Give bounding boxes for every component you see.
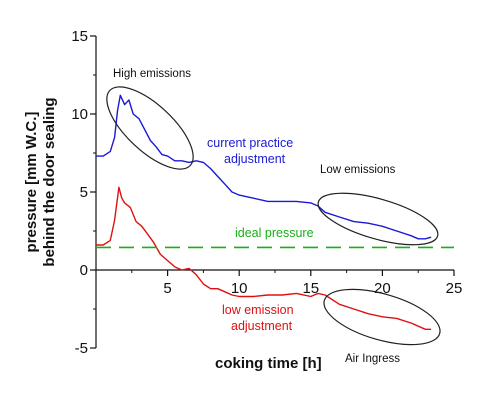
y-axis-title-line2: behind the door sealing	[41, 97, 58, 266]
y-tick-label: -5	[75, 340, 88, 357]
annotation-layer: High emissions current practice adjustme…	[106, 68, 441, 365]
series-line-current-practice	[96, 94, 432, 240]
annotation-low-emission-line2: adjustment	[231, 319, 293, 333]
y-tick-label: 10	[71, 106, 88, 123]
x-tick-label: 5	[163, 280, 171, 297]
annotation-low-emissions: Low emissions	[320, 164, 396, 176]
x-axis-title: coking time [h]	[215, 355, 322, 372]
annotation-ideal-pressure: ideal pressure	[235, 226, 314, 240]
annotation-current-practice-line1: current practice	[207, 136, 293, 150]
y-tick-label: 15	[71, 28, 88, 45]
y-tick-label: 0	[80, 262, 88, 279]
annotation-high-emissions: High emissions	[113, 68, 191, 80]
series-line-low-emission	[96, 186, 432, 330]
annotation-air-ingress: Air Ingress	[345, 353, 400, 365]
y-axis-title-line1: pressure [mm W.C.]	[23, 112, 40, 253]
x-tick-label: 25	[446, 280, 463, 297]
x-tick-label: 15	[302, 280, 319, 297]
y-tick-label: 5	[80, 184, 88, 201]
highlight-ellipse-air-ingress	[323, 288, 441, 346]
series-layer	[96, 94, 454, 330]
highlight-ellipse-low-emissions	[317, 192, 439, 246]
x-tick-label: 10	[231, 280, 248, 297]
y-axis-title: pressure [mm W.C.] behind the door seali…	[23, 97, 58, 266]
annotation-low-emission-line1: low emission	[222, 303, 294, 317]
annotation-current-practice-line2: adjustment	[224, 152, 286, 166]
highlight-ellipse-high-emissions	[106, 86, 194, 170]
